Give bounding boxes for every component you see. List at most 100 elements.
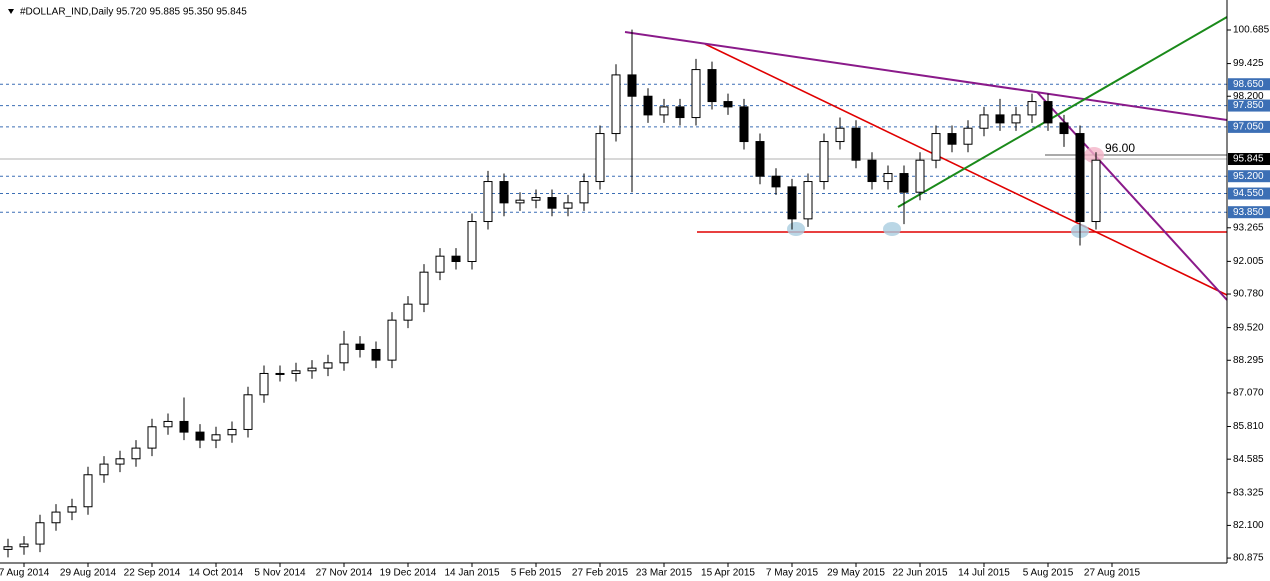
y-tick-label: 83.325 <box>1233 487 1264 498</box>
x-tick-label: 23 Mar 2015 <box>636 568 693 579</box>
candle-body <box>899 173 909 193</box>
candle-body <box>19 543 29 548</box>
trend-line <box>897 16 1228 208</box>
candle-body <box>643 95 653 116</box>
candle-body <box>227 428 237 436</box>
candle-body <box>611 74 621 135</box>
y-tick-label: 88.295 <box>1233 355 1264 366</box>
candle-body <box>147 426 157 449</box>
candle-body <box>1059 122 1069 135</box>
x-tick-label: 22 Jun 2015 <box>892 568 947 579</box>
candle-body <box>739 106 749 143</box>
candle-body <box>851 127 861 161</box>
candle-body <box>1011 114 1021 124</box>
candle-body <box>387 319 397 361</box>
level-label: 93.850 <box>1233 207 1264 218</box>
level-label: 94.550 <box>1233 188 1264 199</box>
candle-body <box>995 114 1005 124</box>
y-tick-label: 99.425 <box>1233 58 1264 69</box>
candle-body <box>307 367 317 372</box>
x-tick-label: 5 Aug 2015 <box>1023 568 1074 579</box>
candle-body <box>67 506 77 513</box>
candle-body <box>1027 101 1037 116</box>
candle-body <box>691 69 701 119</box>
trend-line <box>624 31 1228 121</box>
x-tick-label: 15 Apr 2015 <box>701 568 755 579</box>
candle-body <box>483 181 493 223</box>
candle-body <box>707 69 717 103</box>
candle-body <box>675 106 685 119</box>
x-tick-label: 14 Jan 2015 <box>444 568 499 579</box>
candle-body <box>355 343 365 350</box>
level-label-bg <box>1228 170 1270 183</box>
candle-body <box>35 522 45 545</box>
candle-body <box>275 372 285 375</box>
x-tick-label: 7 May 2015 <box>766 568 819 579</box>
trend-line <box>1036 91 1228 301</box>
x-tick-label: 14 Jul 2015 <box>958 568 1010 579</box>
marker <box>883 222 901 236</box>
chart-title: #DOLLAR_IND,Daily 95.720 95.885 95.350 9… <box>20 7 247 18</box>
candle-body <box>771 175 781 188</box>
candle-body <box>659 106 669 116</box>
trend-line <box>704 43 1228 296</box>
x-tick-label: 27 Feb 2015 <box>572 568 629 579</box>
candle-body <box>723 101 733 108</box>
candle-body <box>163 420 173 428</box>
candle-body <box>371 348 381 361</box>
x-tick-label: 7 Aug 2014 <box>0 568 50 579</box>
x-tick-label: 27 Nov 2014 <box>316 568 373 579</box>
candle-body <box>419 271 429 305</box>
candle-body <box>1091 159 1101 223</box>
candle-body <box>99 463 109 476</box>
y-tick-label: 87.070 <box>1233 388 1264 399</box>
candle-body <box>515 199 525 204</box>
level-label-bg <box>1228 187 1270 200</box>
y-tick-label: 89.520 <box>1233 322 1264 333</box>
candle-body <box>1075 133 1085 223</box>
x-tick-label: 27 Aug 2015 <box>1084 568 1141 579</box>
candle-body <box>83 474 93 508</box>
x-tick-label: 29 Aug 2014 <box>60 568 117 579</box>
x-tick-label: 22 Sep 2014 <box>124 568 181 579</box>
x-tick-label: 5 Feb 2015 <box>511 568 562 579</box>
candle-body <box>883 173 893 183</box>
candle-body <box>3 546 13 550</box>
y-tick-label: 93.265 <box>1233 222 1264 233</box>
candle-body <box>195 431 205 441</box>
candle-body <box>835 127 845 143</box>
candle-body <box>755 141 765 177</box>
y-tick-label: 82.100 <box>1233 520 1264 531</box>
candle-body <box>115 458 125 465</box>
candle-body <box>563 202 573 209</box>
candle-body <box>867 159 877 183</box>
y-tick-label: 84.585 <box>1233 454 1264 465</box>
y-tick-label: 98.200 <box>1233 91 1264 102</box>
candle-body <box>179 420 189 433</box>
candle-body <box>131 447 141 460</box>
candle-body <box>979 114 989 129</box>
candle-body <box>451 255 461 263</box>
candle-body <box>579 181 589 204</box>
menu-arrow[interactable] <box>8 9 14 14</box>
candle-body <box>531 197 541 201</box>
candle-body <box>259 372 269 396</box>
candle-body <box>499 181 509 204</box>
y-tick-label: 90.780 <box>1233 289 1264 300</box>
level-label: 95.200 <box>1233 171 1264 182</box>
candle-body <box>403 303 413 321</box>
candle-body <box>211 434 221 441</box>
price-label-bg <box>1228 153 1270 166</box>
candle-body <box>467 221 477 263</box>
y-tick-label: 100.685 <box>1233 25 1270 36</box>
candle-body <box>243 394 253 430</box>
level-label-bg <box>1228 78 1270 91</box>
y-tick-label: 80.875 <box>1233 553 1264 564</box>
level-label: 97.850 <box>1233 100 1264 111</box>
candles <box>3 29 1101 558</box>
price-label: 95.845 <box>1233 154 1264 165</box>
level-label-bg <box>1228 120 1270 133</box>
drawings <box>624 16 1228 301</box>
